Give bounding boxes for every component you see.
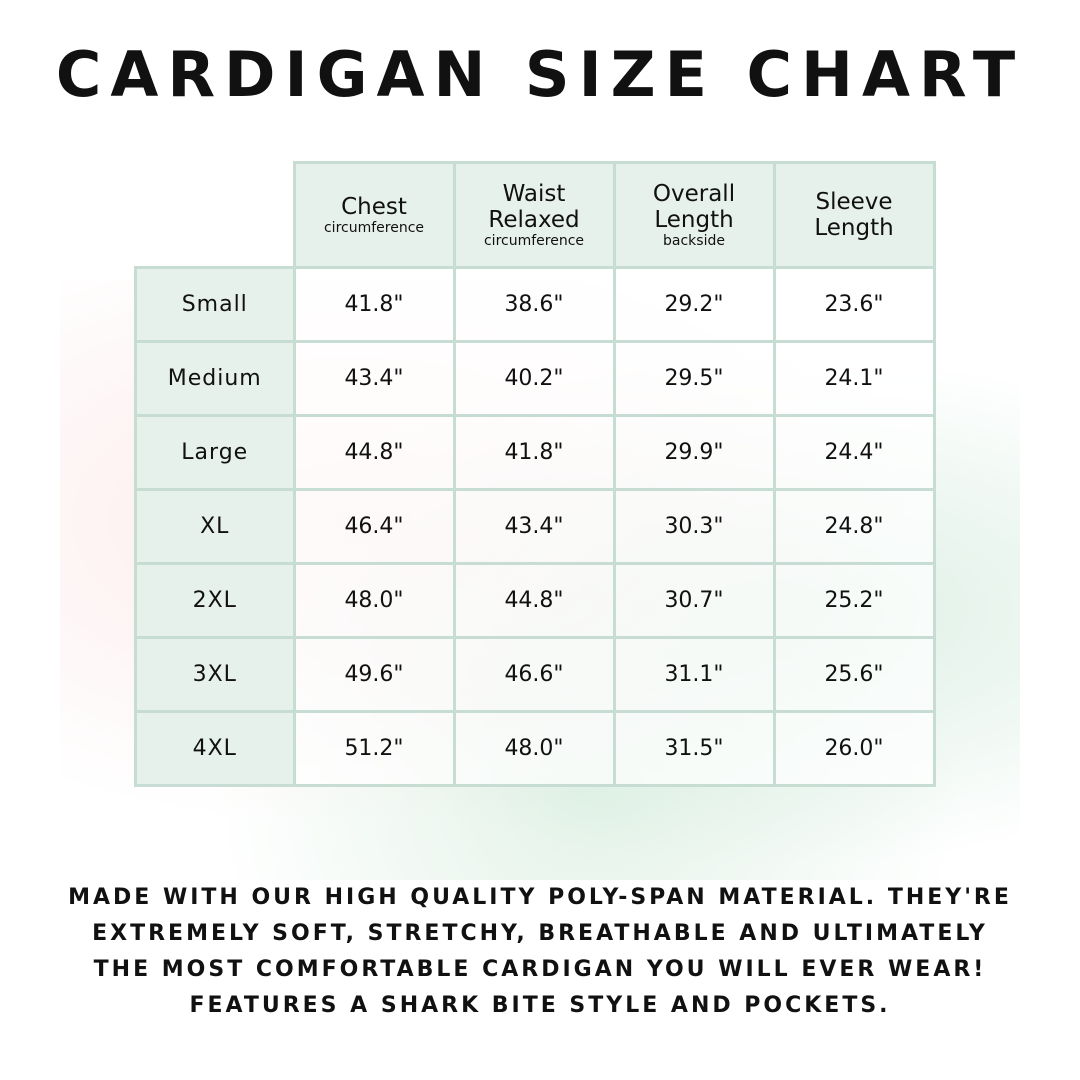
measurement-cell: 46.4" — [292, 488, 456, 565]
measurement-cell: 40.2" — [452, 340, 616, 417]
column-header-subtitle: backside — [663, 233, 725, 250]
measurement-cell: 25.2" — [772, 562, 936, 639]
description-line: Made with our high quality poly-span mat… — [68, 885, 1012, 910]
table-row: Medium 43.4" 40.2" 29.5" 24.1" — [134, 340, 936, 417]
column-header: Chest circumference — [292, 161, 456, 269]
description-line: Features a shark bite style and pockets. — [189, 993, 891, 1018]
column-header-subtitle: circumference — [323, 220, 425, 237]
size-label: 2XL — [134, 562, 296, 639]
table-row: 4XL 51.2" 48.0" 31.5" 26.0" — [134, 710, 936, 787]
measurement-cell: 43.4" — [452, 488, 616, 565]
column-header: Sleeve Length — [772, 161, 936, 269]
column-header: Waist Relaxed circumference — [452, 161, 616, 269]
measurement-cell: 24.1" — [772, 340, 936, 417]
measurement-cell: 29.9" — [612, 414, 776, 491]
measurement-cell: 29.5" — [612, 340, 776, 417]
size-chart-table: Chest circumference Waist Relaxed circumfer… — [134, 161, 936, 787]
table-row: Large 44.8" 41.8" 29.9" 24.4" — [134, 414, 936, 491]
page-title: CARDIGAN SIZE CHART — [55, 38, 1025, 111]
size-label: XL — [134, 488, 296, 565]
measurement-cell: 30.7" — [612, 562, 776, 639]
size-label: 3XL — [134, 636, 296, 713]
measurement-cell: 51.2" — [292, 710, 456, 787]
measurement-cell: 44.8" — [452, 562, 616, 639]
table-row: XL 46.4" 43.4" 30.3" 24.8" — [134, 488, 936, 565]
measurement-cell: 48.0" — [452, 710, 616, 787]
size-label: Large — [134, 414, 296, 491]
corner-cell — [136, 163, 295, 268]
measurement-cell: 41.8" — [452, 414, 616, 491]
table-row: 2XL 48.0" 44.8" 30.7" 25.2" — [134, 562, 936, 639]
measurement-cell: 23.6" — [772, 266, 936, 343]
column-header-title: Waist Relaxed — [488, 180, 580, 233]
measurement-cell: 46.6" — [452, 636, 616, 713]
size-label: Medium — [134, 340, 296, 417]
measurement-cell: 24.4" — [772, 414, 936, 491]
column-header-title: Chest — [341, 193, 407, 220]
table-row: 3XL 49.6" 46.6" 31.1" 25.6" — [134, 636, 936, 713]
description-line: extremely soft, stretchy, breathable and… — [92, 921, 988, 946]
measurement-cell: 41.8" — [292, 266, 456, 343]
column-header-title: Overall Length — [652, 180, 736, 233]
column-header: Overall Length backside — [612, 161, 776, 269]
measurement-cell: 44.8" — [292, 414, 456, 491]
measurement-cell: 48.0" — [292, 562, 456, 639]
product-description: Made with our high quality poly-span mat… — [0, 880, 1080, 1024]
column-header-subtitle: circumference — [483, 233, 585, 250]
measurement-cell: 31.1" — [612, 636, 776, 713]
size-label: 4XL — [134, 710, 296, 787]
column-header-title: Sleeve Length — [814, 188, 894, 241]
description-line: the most comfortable cardigan you will e… — [93, 957, 987, 982]
measurement-cell: 29.2" — [612, 266, 776, 343]
table-row: Small 41.8" 38.6" 29.2" 23.6" — [134, 266, 936, 343]
measurement-cell: 43.4" — [292, 340, 456, 417]
measurement-cell: 26.0" — [772, 710, 936, 787]
measurement-cell: 30.3" — [612, 488, 776, 565]
measurement-cell: 31.5" — [612, 710, 776, 787]
header-row: Chest circumference Waist Relaxed circumfer… — [136, 161, 936, 269]
measurement-cell: 49.6" — [292, 636, 456, 713]
measurement-cell: 38.6" — [452, 266, 616, 343]
measurement-cell: 24.8" — [772, 488, 936, 565]
size-label: Small — [134, 266, 296, 343]
measurement-cell: 25.6" — [772, 636, 936, 713]
